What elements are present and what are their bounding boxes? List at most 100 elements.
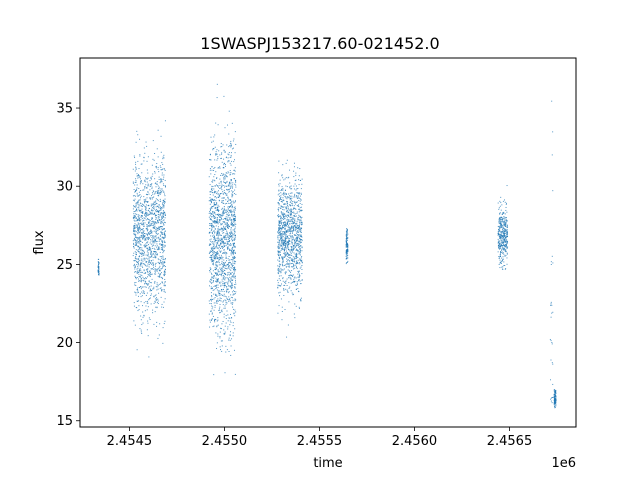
data-point	[501, 237, 503, 239]
data-point	[228, 154, 230, 156]
data-point	[283, 247, 285, 249]
data-point	[290, 235, 292, 237]
data-point	[160, 231, 162, 233]
data-point	[146, 181, 148, 183]
data-point	[226, 213, 228, 215]
data-point	[232, 235, 234, 237]
data-point	[216, 272, 218, 274]
data-point	[235, 186, 237, 188]
data-point	[143, 245, 145, 247]
data-point	[281, 242, 283, 244]
data-point	[221, 256, 223, 258]
data-point	[223, 284, 225, 286]
data-point	[142, 238, 144, 240]
data-point	[501, 240, 503, 242]
data-point	[138, 208, 140, 210]
data-point	[217, 209, 219, 211]
data-point	[150, 261, 152, 263]
data-point	[138, 191, 140, 193]
data-point	[210, 310, 212, 312]
data-point	[279, 291, 281, 293]
data-point	[211, 233, 213, 235]
data-point	[156, 240, 158, 242]
data-point	[292, 230, 294, 232]
data-point	[221, 279, 223, 281]
data-point	[218, 294, 220, 296]
data-point	[286, 201, 288, 203]
data-point	[223, 307, 225, 309]
data-point	[229, 236, 231, 238]
data-point	[225, 301, 227, 303]
data-point	[220, 243, 222, 245]
data-point	[151, 213, 153, 215]
data-point	[160, 287, 162, 289]
data-point	[346, 237, 348, 239]
data-point	[143, 250, 145, 252]
data-point	[230, 302, 232, 304]
data-point	[294, 218, 296, 220]
data-point	[154, 171, 156, 173]
data-point	[298, 192, 300, 194]
data-point	[144, 179, 146, 181]
data-point	[149, 274, 151, 276]
data-point	[137, 227, 139, 229]
data-point	[290, 231, 292, 233]
data-point	[225, 183, 227, 185]
data-point	[301, 222, 303, 224]
data-point	[296, 261, 298, 263]
data-point	[146, 197, 148, 199]
data-point	[213, 277, 215, 279]
data-point	[500, 251, 502, 253]
data-point	[296, 230, 298, 232]
data-point	[502, 242, 504, 244]
data-point	[163, 228, 165, 230]
data-point	[504, 199, 505, 201]
data-point	[143, 230, 145, 232]
data-point	[134, 239, 136, 241]
data-point	[502, 228, 504, 230]
data-point	[146, 160, 148, 162]
data-point	[153, 201, 155, 203]
data-point	[278, 232, 280, 234]
data-point	[217, 287, 219, 289]
data-point	[161, 233, 163, 235]
data-point	[164, 278, 166, 280]
data-point	[161, 207, 163, 209]
data-point	[160, 296, 162, 298]
data-point	[505, 223, 507, 225]
data-point	[162, 199, 164, 201]
data-point	[278, 172, 280, 174]
data-point	[213, 211, 215, 213]
data-point	[282, 263, 284, 265]
data-point	[498, 236, 500, 238]
data-point	[503, 265, 505, 267]
data-point	[145, 208, 147, 210]
data-point	[222, 173, 224, 175]
data-point	[213, 276, 215, 278]
data-point	[150, 197, 152, 199]
data-point	[148, 287, 150, 289]
data-point	[220, 258, 222, 260]
data-point	[551, 362, 553, 364]
data-point	[133, 224, 135, 226]
data-point	[230, 172, 232, 174]
data-point	[502, 230, 504, 232]
data-point	[225, 157, 227, 159]
data-point	[506, 240, 508, 242]
data-point	[229, 142, 231, 144]
data-point	[148, 237, 150, 239]
data-point	[209, 211, 211, 213]
data-point	[226, 274, 228, 276]
data-point	[152, 252, 154, 254]
data-point	[229, 162, 231, 164]
data-point	[505, 229, 507, 231]
data-point	[134, 211, 136, 213]
data-point	[296, 248, 298, 250]
data-point	[211, 295, 213, 297]
data-point	[138, 305, 140, 307]
data-point	[345, 245, 347, 247]
data-point	[554, 399, 556, 401]
data-point	[505, 218, 507, 220]
data-point	[136, 271, 138, 273]
data-point	[142, 229, 144, 231]
